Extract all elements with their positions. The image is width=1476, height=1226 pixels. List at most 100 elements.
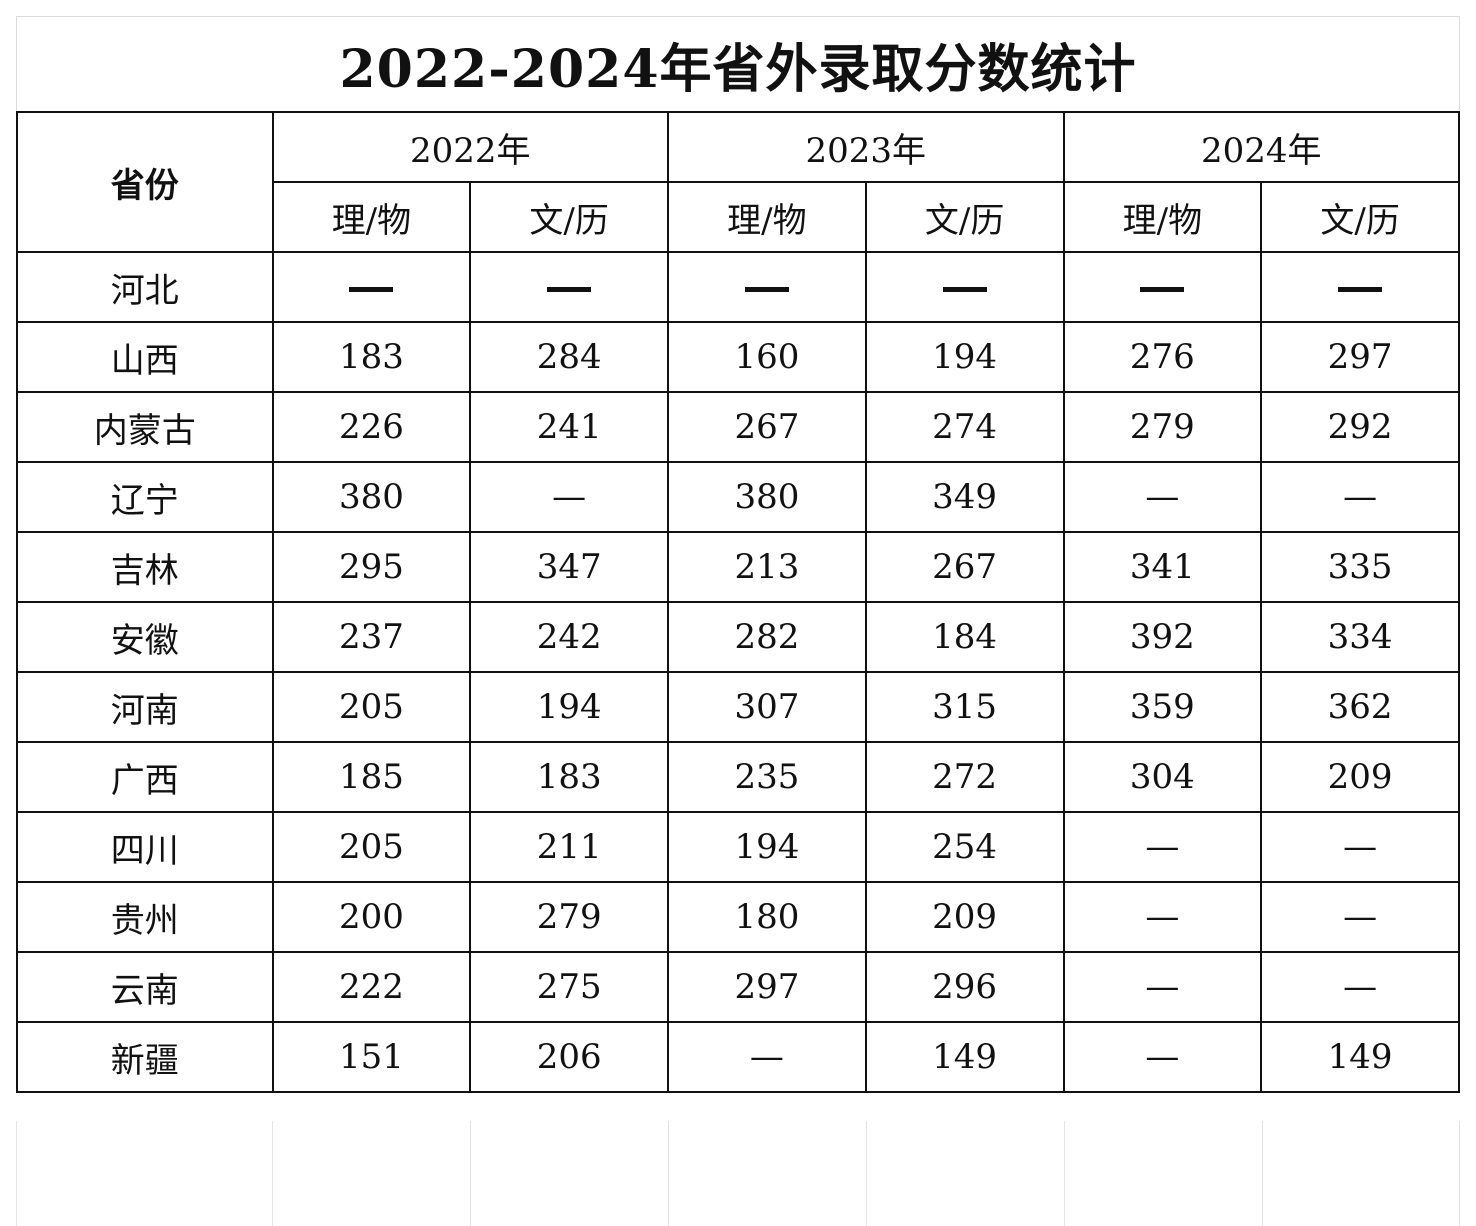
score-cell: 267 — [864, 531, 1065, 603]
score-cell: 237 — [271, 601, 472, 673]
score-cell: 279 — [1062, 391, 1263, 463]
table-row: 河北 — [16, 251, 1460, 323]
score-cell — [271, 251, 472, 323]
subheader-history: 文/历 — [469, 181, 670, 253]
subheader-physics: 理/物 — [1062, 181, 1263, 253]
score-cell: 160 — [667, 321, 867, 393]
score-cell: 359 — [1062, 671, 1263, 743]
grid-line — [1459, 1121, 1460, 1226]
province-cell: 安徽 — [16, 601, 274, 673]
score-cell — [667, 251, 867, 323]
score-cell: 222 — [271, 951, 472, 1023]
score-cell: 149 — [864, 1021, 1065, 1093]
score-cell: 335 — [1260, 531, 1460, 603]
score-cell: — — [1062, 1021, 1263, 1093]
score-cell: — — [469, 461, 670, 533]
score-cell: 380 — [271, 461, 472, 533]
bold-dash-mark — [942, 286, 987, 292]
province-cell: 河南 — [16, 671, 274, 743]
score-cell: 347 — [469, 531, 670, 603]
score-cell: 183 — [469, 741, 670, 813]
province-cell: 贵州 — [16, 881, 274, 953]
score-cell: 205 — [271, 671, 472, 743]
score-cell: 349 — [864, 461, 1065, 533]
bold-dash-mark — [744, 286, 789, 292]
score-cell: — — [1260, 881, 1460, 953]
score-cell: — — [1062, 951, 1263, 1023]
score-cell: 206 — [469, 1021, 670, 1093]
score-cell — [1062, 251, 1263, 323]
score-cell: 297 — [1260, 321, 1460, 393]
year-header-2022: 2022年 — [271, 111, 670, 183]
province-cell: 吉林 — [16, 531, 274, 603]
score-cell: 304 — [1062, 741, 1263, 813]
score-cell — [1260, 251, 1460, 323]
score-cell: 226 — [271, 391, 472, 463]
score-cell: 282 — [667, 601, 867, 673]
table-row: 内蒙古 226 241 267 274 279 292 — [16, 391, 1460, 463]
score-cell: 334 — [1260, 601, 1460, 673]
grid-line — [668, 1121, 669, 1226]
score-cell: 200 — [271, 881, 472, 953]
subheader-physics: 理/物 — [667, 181, 867, 253]
score-cell: — — [667, 1021, 867, 1093]
table-body: 河北 山西 183 284 160 194 276 297 内蒙古 226 241 267 274 279… — [16, 251, 1460, 1093]
score-cell: 296 — [864, 951, 1065, 1023]
sheet-title: 2022-2024年省外录取分数统计 — [339, 38, 1137, 100]
score-cell: 279 — [469, 881, 670, 953]
table-row: 贵州 200 279 180 209— — — [16, 881, 1460, 953]
table-row: 河南 205 194 307 315 359 362 — [16, 671, 1460, 743]
score-cell: 292 — [1260, 391, 1460, 463]
score-cell: 392 — [1062, 601, 1263, 673]
year-header-2023: 2023年 — [667, 111, 1065, 183]
province-cell: 云南 — [16, 951, 274, 1023]
score-cell: — — [1062, 881, 1263, 953]
table-row: 四川 205 211 194 254— — — [16, 811, 1460, 883]
score-sheet: 2022-2024年省外录取分数统计 省份 2022年 2023年 2024年 … — [16, 16, 1460, 1226]
score-cell: — — [1062, 461, 1263, 533]
table-row: 云南 222 275 297 296— — — [16, 951, 1460, 1023]
grid-line — [470, 1121, 471, 1226]
table-row: 安徽 237 242 282 184 392 334 — [16, 601, 1460, 673]
table-row: 吉林 295 347 213 267 341 335 — [16, 531, 1460, 603]
score-cell: — — [1260, 811, 1460, 883]
bold-dash-mark — [1338, 286, 1383, 292]
score-cell: 213 — [667, 531, 867, 603]
score-cell: 241 — [469, 391, 670, 463]
score-cell: 235 — [667, 741, 867, 813]
bold-dash-mark — [349, 286, 394, 292]
grid-line — [1064, 1121, 1065, 1226]
score-cell: 272 — [864, 741, 1065, 813]
title-row: 2022-2024年省外录取分数统计 — [16, 16, 1460, 111]
score-cell: 205 — [271, 811, 472, 883]
score-cell: 276 — [1062, 321, 1263, 393]
score-cell: 295 — [271, 531, 472, 603]
score-cell: 211 — [469, 811, 670, 883]
score-cell: 194 — [864, 321, 1065, 393]
table-row: 广西 185 183 235 272 304 209 — [16, 741, 1460, 813]
score-table: 省份 2022年 2023年 2024年 理/物 文/历 理/物 文/历 理/物… — [16, 111, 1460, 1093]
score-cell: — — [1260, 461, 1460, 533]
score-cell: 242 — [469, 601, 670, 673]
score-cell: 209 — [1260, 741, 1460, 813]
score-cell: 209 — [864, 881, 1065, 953]
score-cell: 275 — [469, 951, 670, 1023]
score-cell: 362 — [1260, 671, 1460, 743]
score-cell: 267 — [667, 391, 867, 463]
bold-dash-mark — [1140, 286, 1185, 292]
score-cell: 307 — [667, 671, 867, 743]
score-cell: 297 — [667, 951, 867, 1023]
score-cell: 380 — [667, 461, 867, 533]
table-row: 山西 183 284 160 194 276 297 — [16, 321, 1460, 393]
subheader-physics: 理/物 — [271, 181, 472, 253]
province-cell: 四川 — [16, 811, 274, 883]
subheader-history: 文/历 — [864, 181, 1065, 253]
score-cell: 274 — [864, 391, 1065, 463]
table-row: 辽宁 380—380 349— — — [16, 461, 1460, 533]
score-cell: 284 — [469, 321, 670, 393]
score-cell: — — [1260, 951, 1460, 1023]
province-cell: 辽宁 — [16, 461, 274, 533]
score-cell: 194 — [469, 671, 670, 743]
province-cell: 内蒙古 — [16, 391, 274, 463]
score-cell: 180 — [667, 881, 867, 953]
